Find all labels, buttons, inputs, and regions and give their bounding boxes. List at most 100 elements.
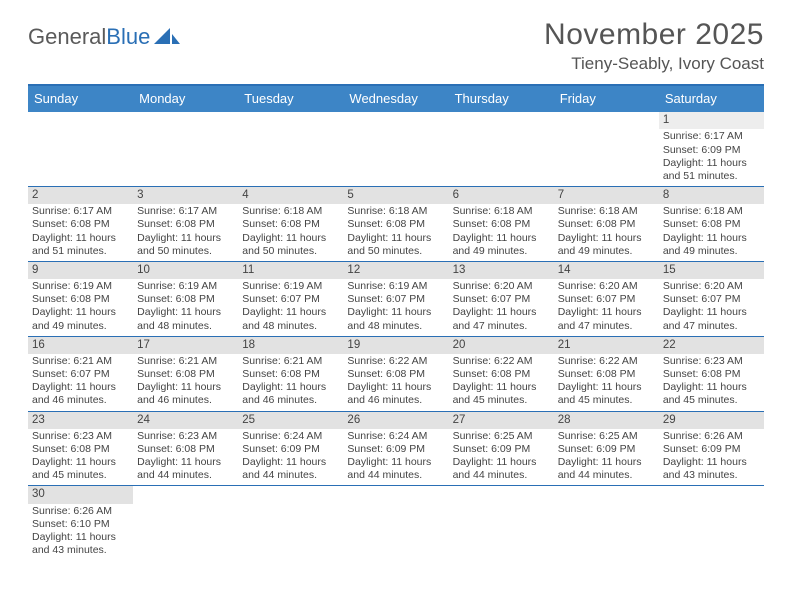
day-number: 16 <box>28 337 133 354</box>
calendar-cell: 4Sunrise: 6:18 AMSunset: 6:08 PMDaylight… <box>238 187 343 261</box>
calendar-cell: 11Sunrise: 6:19 AMSunset: 6:07 PMDayligh… <box>238 262 343 336</box>
day-number: 17 <box>133 337 238 354</box>
calendar-week: 2Sunrise: 6:17 AMSunset: 6:08 PMDaylight… <box>28 187 764 262</box>
weekday-label: Monday <box>133 86 238 112</box>
calendar-week: 1Sunrise: 6:17 AMSunset: 6:09 PMDaylight… <box>28 112 764 187</box>
day-body: Sunrise: 6:21 AMSunset: 6:07 PMDaylight:… <box>28 355 133 411</box>
calendar-cell: 16Sunrise: 6:21 AMSunset: 6:07 PMDayligh… <box>28 337 133 411</box>
weekday-header: Sunday Monday Tuesday Wednesday Thursday… <box>28 86 764 112</box>
day-body: Sunrise: 6:26 AMSunset: 6:09 PMDaylight:… <box>659 430 764 486</box>
calendar-cell: 2Sunrise: 6:17 AMSunset: 6:08 PMDaylight… <box>28 187 133 261</box>
day-body: Sunrise: 6:19 AMSunset: 6:07 PMDaylight:… <box>343 280 448 336</box>
header: GeneralBlue November 2025 Tieny-Seably, … <box>28 18 764 74</box>
calendar-cell: 7Sunrise: 6:18 AMSunset: 6:08 PMDaylight… <box>554 187 659 261</box>
calendar-cell <box>449 112 554 186</box>
day-number: 1 <box>659 112 764 129</box>
calendar-cell: 18Sunrise: 6:21 AMSunset: 6:08 PMDayligh… <box>238 337 343 411</box>
day-body: Sunrise: 6:23 AMSunset: 6:08 PMDaylight:… <box>28 430 133 486</box>
calendar-cell: 5Sunrise: 6:18 AMSunset: 6:08 PMDaylight… <box>343 187 448 261</box>
calendar-cell: 26Sunrise: 6:24 AMSunset: 6:09 PMDayligh… <box>343 412 448 486</box>
calendar-cell <box>449 486 554 560</box>
day-body: Sunrise: 6:24 AMSunset: 6:09 PMDaylight:… <box>343 430 448 486</box>
page-title: November 2025 <box>544 18 764 52</box>
calendar-cell: 10Sunrise: 6:19 AMSunset: 6:08 PMDayligh… <box>133 262 238 336</box>
day-number: 6 <box>449 187 554 204</box>
calendar-cell: 1Sunrise: 6:17 AMSunset: 6:09 PMDaylight… <box>659 112 764 186</box>
day-body: Sunrise: 6:20 AMSunset: 6:07 PMDaylight:… <box>659 280 764 336</box>
calendar-cell: 28Sunrise: 6:25 AMSunset: 6:09 PMDayligh… <box>554 412 659 486</box>
location: Tieny-Seably, Ivory Coast <box>544 54 764 74</box>
logo-text-blue: Blue <box>106 24 150 50</box>
day-number: 24 <box>133 412 238 429</box>
day-body: Sunrise: 6:20 AMSunset: 6:07 PMDaylight:… <box>554 280 659 336</box>
logo: GeneralBlue <box>28 18 180 50</box>
day-body: Sunrise: 6:19 AMSunset: 6:08 PMDaylight:… <box>133 280 238 336</box>
day-number: 3 <box>133 187 238 204</box>
calendar-cell <box>343 486 448 560</box>
day-body: Sunrise: 6:22 AMSunset: 6:08 PMDaylight:… <box>343 355 448 411</box>
calendar-cell <box>133 486 238 560</box>
day-number: 30 <box>28 486 133 503</box>
day-number: 5 <box>343 187 448 204</box>
calendar-cell <box>659 486 764 560</box>
calendar-week: 30 Sunrise: 6:26 AMSunset: 6:10 PMDayligh… <box>28 486 764 560</box>
day-number: 29 <box>659 412 764 429</box>
calendar-cell: 25Sunrise: 6:24 AMSunset: 6:09 PMDayligh… <box>238 412 343 486</box>
calendar-cell: 30 Sunrise: 6:26 AMSunset: 6:10 PMDayligh… <box>28 486 133 560</box>
sail-icon <box>154 26 180 46</box>
day-number: 15 <box>659 262 764 279</box>
day-number: 23 <box>28 412 133 429</box>
day-number: 25 <box>238 412 343 429</box>
day-body: Sunrise: 6:23 AMSunset: 6:08 PMDaylight:… <box>133 430 238 486</box>
calendar-cell: 23Sunrise: 6:23 AMSunset: 6:08 PMDayligh… <box>28 412 133 486</box>
day-body: Sunrise: 6:22 AMSunset: 6:08 PMDaylight:… <box>554 355 659 411</box>
calendar-cell <box>238 486 343 560</box>
day-number: 12 <box>343 262 448 279</box>
day-body: Sunrise: 6:21 AMSunset: 6:08 PMDaylight:… <box>238 355 343 411</box>
calendar-cell: 19Sunrise: 6:22 AMSunset: 6:08 PMDayligh… <box>343 337 448 411</box>
day-number: 21 <box>554 337 659 354</box>
calendar-cell <box>554 112 659 186</box>
day-number: 2 <box>28 187 133 204</box>
day-number: 19 <box>343 337 448 354</box>
calendar-cell: 27Sunrise: 6:25 AMSunset: 6:09 PMDayligh… <box>449 412 554 486</box>
day-body: Sunrise: 6:18 AMSunset: 6:08 PMDaylight:… <box>238 205 343 261</box>
calendar-body: 1Sunrise: 6:17 AMSunset: 6:09 PMDaylight… <box>28 112 764 560</box>
day-body: Sunrise: 6:18 AMSunset: 6:08 PMDaylight:… <box>449 205 554 261</box>
day-body: Sunrise: 6:17 AMSunset: 6:08 PMDaylight:… <box>28 205 133 261</box>
calendar-cell: 8Sunrise: 6:18 AMSunset: 6:08 PMDaylight… <box>659 187 764 261</box>
day-number: 7 <box>554 187 659 204</box>
calendar-cell: 17Sunrise: 6:21 AMSunset: 6:08 PMDayligh… <box>133 337 238 411</box>
day-number: 4 <box>238 187 343 204</box>
calendar-week: 16Sunrise: 6:21 AMSunset: 6:07 PMDayligh… <box>28 337 764 412</box>
calendar-cell: 24Sunrise: 6:23 AMSunset: 6:08 PMDayligh… <box>133 412 238 486</box>
calendar-cell: 12Sunrise: 6:19 AMSunset: 6:07 PMDayligh… <box>343 262 448 336</box>
weekday-label: Thursday <box>449 86 554 112</box>
day-number: 27 <box>449 412 554 429</box>
day-number: 14 <box>554 262 659 279</box>
day-number: 10 <box>133 262 238 279</box>
calendar-cell: 9Sunrise: 6:19 AMSunset: 6:08 PMDaylight… <box>28 262 133 336</box>
day-number: 28 <box>554 412 659 429</box>
calendar-cell: 22Sunrise: 6:23 AMSunset: 6:08 PMDayligh… <box>659 337 764 411</box>
calendar-cell: 15Sunrise: 6:20 AMSunset: 6:07 PMDayligh… <box>659 262 764 336</box>
day-number: 13 <box>449 262 554 279</box>
logo-text-general: General <box>28 24 106 50</box>
day-body: Sunrise: 6:18 AMSunset: 6:08 PMDaylight:… <box>659 205 764 261</box>
day-number: 8 <box>659 187 764 204</box>
day-body: Sunrise: 6:26 AMSunset: 6:10 PMDaylight:… <box>28 505 133 561</box>
calendar-week: 9Sunrise: 6:19 AMSunset: 6:08 PMDaylight… <box>28 262 764 337</box>
calendar-week: 23Sunrise: 6:23 AMSunset: 6:08 PMDayligh… <box>28 412 764 487</box>
day-body: Sunrise: 6:25 AMSunset: 6:09 PMDaylight:… <box>449 430 554 486</box>
calendar-cell: 14Sunrise: 6:20 AMSunset: 6:07 PMDayligh… <box>554 262 659 336</box>
day-body: Sunrise: 6:17 AMSunset: 6:08 PMDaylight:… <box>133 205 238 261</box>
calendar-cell <box>554 486 659 560</box>
day-body: Sunrise: 6:24 AMSunset: 6:09 PMDaylight:… <box>238 430 343 486</box>
day-body: Sunrise: 6:17 AMSunset: 6:09 PMDaylight:… <box>659 130 764 186</box>
calendar-cell: 29Sunrise: 6:26 AMSunset: 6:09 PMDayligh… <box>659 412 764 486</box>
day-body: Sunrise: 6:20 AMSunset: 6:07 PMDaylight:… <box>449 280 554 336</box>
day-body: Sunrise: 6:18 AMSunset: 6:08 PMDaylight:… <box>343 205 448 261</box>
day-body: Sunrise: 6:22 AMSunset: 6:08 PMDaylight:… <box>449 355 554 411</box>
day-body: Sunrise: 6:25 AMSunset: 6:09 PMDaylight:… <box>554 430 659 486</box>
calendar-cell: 20Sunrise: 6:22 AMSunset: 6:08 PMDayligh… <box>449 337 554 411</box>
